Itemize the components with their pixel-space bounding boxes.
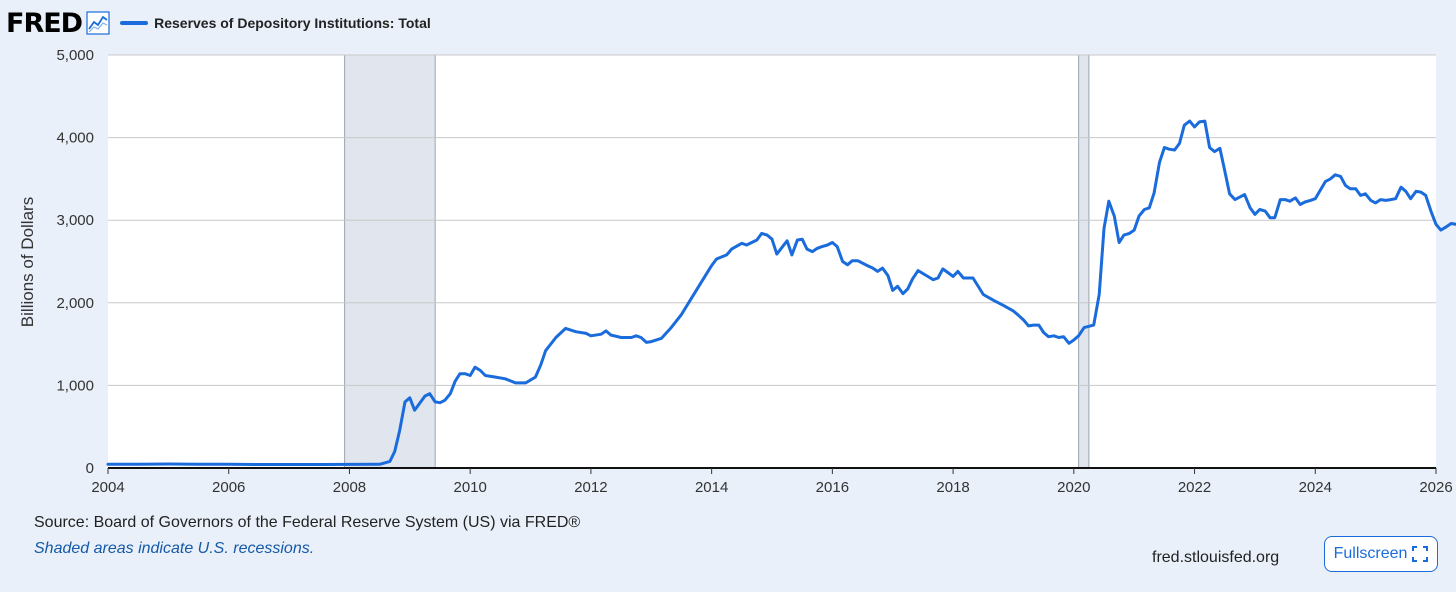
y-tick-label: 1,000: [56, 377, 94, 394]
line-chart: 0 1,000 2,000 3,000 4,000 5,000 2004 2006 2008 2…: [18, 47, 1456, 496]
series-line: [106, 119, 1456, 466]
chart-header: FRED Reserves of Depository Institutions…: [6, 6, 431, 40]
y-tick-label: 5,000: [56, 47, 94, 64]
x-tick-label: 2016: [816, 479, 849, 496]
x-tick-label: 2018: [936, 479, 969, 496]
source-text: Source: Board of Governors of the Federa…: [34, 514, 581, 531]
x-tick-label: 2012: [574, 479, 607, 496]
site-url[interactable]: fred.stlouisfed.org: [1152, 549, 1280, 566]
expand-icon: [1412, 546, 1429, 562]
x-tick-label: 2024: [1299, 479, 1332, 496]
plot-area: [108, 55, 1436, 468]
x-tick-label: 2010: [453, 479, 486, 496]
x-tick-label: 2014: [695, 479, 728, 496]
x-tick-label: 2022: [1178, 479, 1211, 496]
y-axis-label: Billions of Dollars: [18, 197, 37, 327]
x-tick-label: 2008: [333, 479, 366, 496]
line-chart-icon: [86, 11, 110, 35]
y-tick-label: 0: [86, 460, 94, 477]
x-tick-label: 2006: [212, 479, 245, 496]
fullscreen-button[interactable]: Fullscreen: [1324, 536, 1438, 572]
x-tick-label: 2020: [1057, 479, 1090, 496]
fullscreen-label: Fullscreen: [1333, 545, 1408, 562]
fred-logo[interactable]: FRED: [6, 7, 83, 39]
legend-label: Reserves of Depository Institutions: Tot…: [154, 15, 431, 31]
y-tick-label: 4,000: [56, 130, 94, 147]
y-tick-label: 3,000: [56, 212, 94, 229]
recession-note: Shaded areas indicate U.S. recessions.: [34, 540, 315, 557]
y-tick-label: 2,000: [56, 295, 94, 312]
x-tick-label: 2004: [91, 479, 124, 496]
recession-band: [344, 55, 436, 468]
legend-swatch: [120, 21, 149, 25]
recession-band: [1078, 55, 1089, 468]
x-tick-label: 2026: [1419, 479, 1452, 496]
